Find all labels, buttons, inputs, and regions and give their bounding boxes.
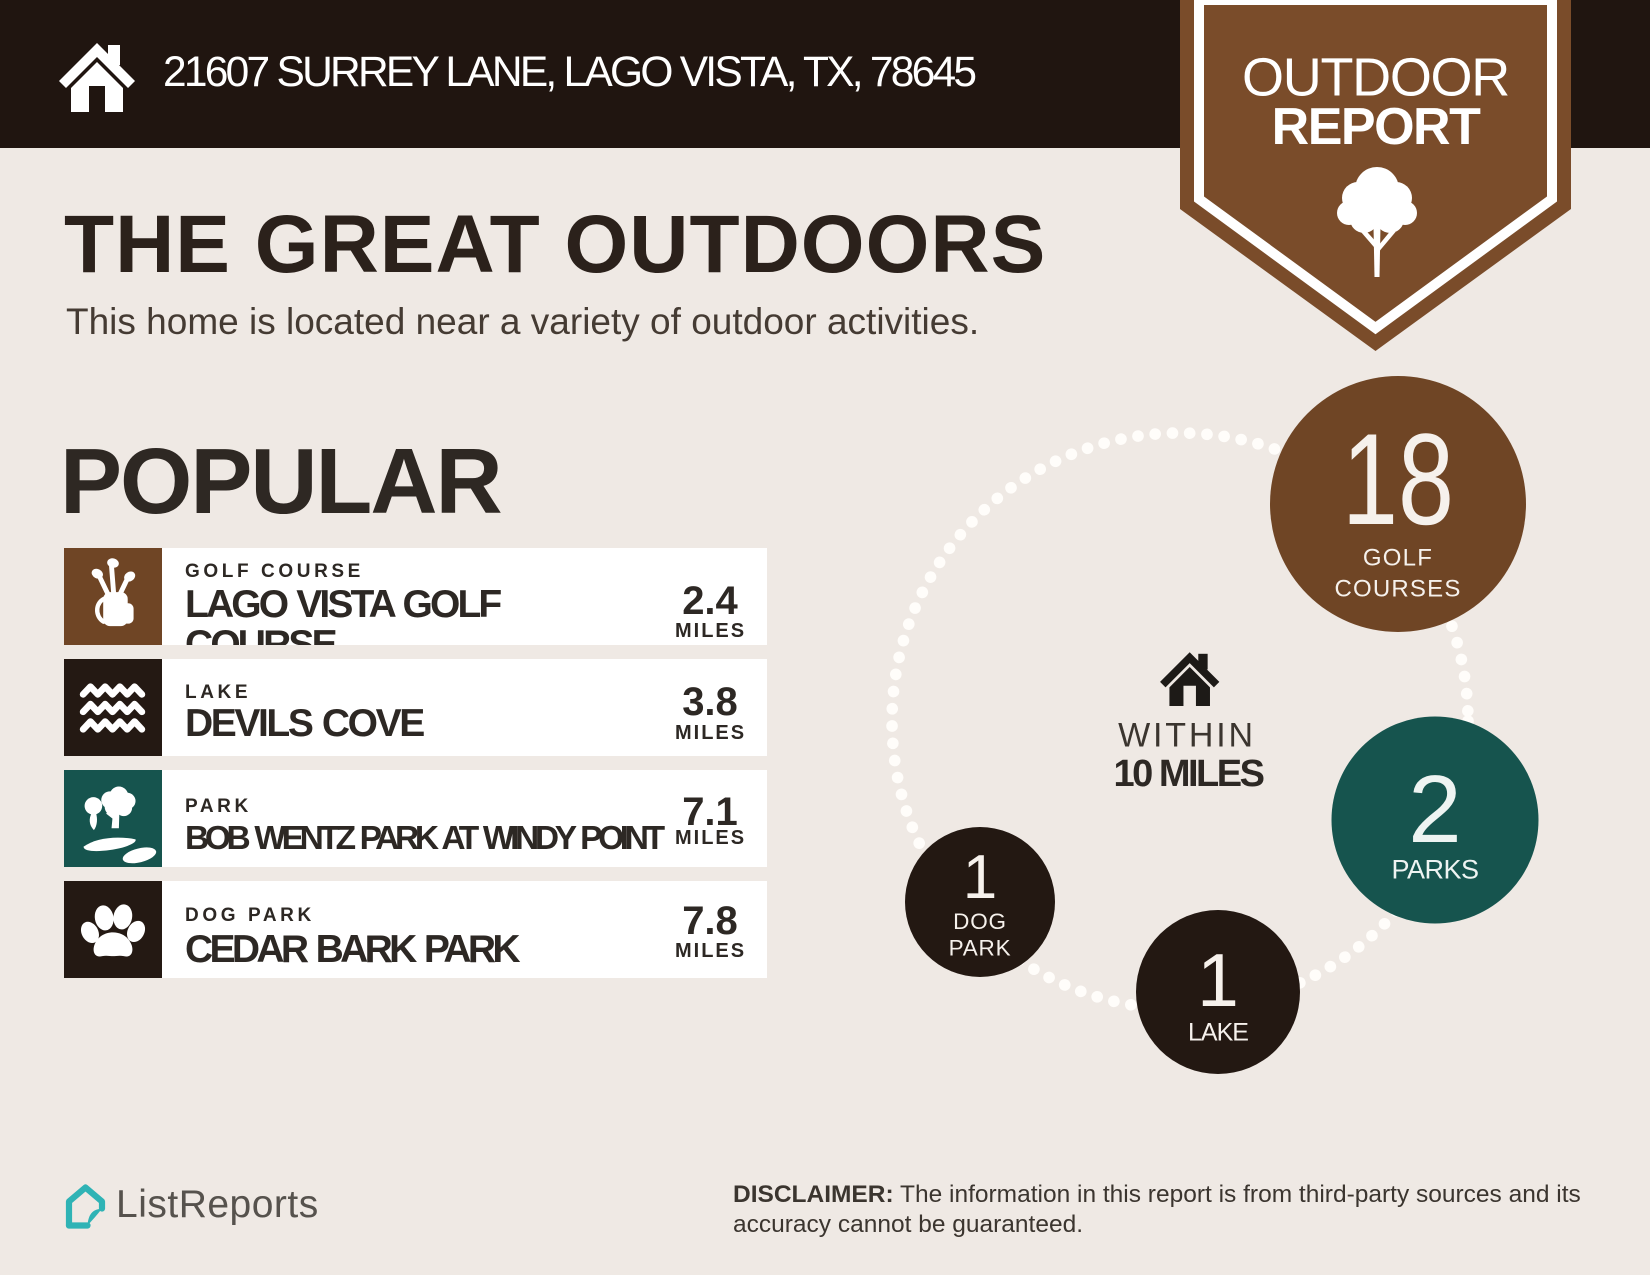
- svg-text:1: 1: [1197, 938, 1239, 1022]
- svg-text:18: 18: [1342, 406, 1454, 552]
- svg-text:2: 2: [1408, 756, 1461, 863]
- svg-text:COURSES: COURSES: [1334, 575, 1461, 602]
- svg-text:OUTDOOR: OUTDOOR: [1242, 48, 1509, 108]
- svg-text:PARK: PARK: [949, 935, 1012, 960]
- svg-text:LAKE: LAKE: [1188, 1019, 1248, 1047]
- svg-text:PARKS: PARKS: [1391, 855, 1478, 885]
- svg-text:1: 1: [963, 843, 997, 912]
- svg-text:REPORT: REPORT: [1272, 98, 1481, 156]
- svg-text:DOG: DOG: [953, 909, 1007, 934]
- svg-text:10 MILES: 10 MILES: [1114, 753, 1264, 795]
- svg-text:WITHIN: WITHIN: [1118, 717, 1256, 755]
- svg-text:GOLF: GOLF: [1363, 545, 1433, 572]
